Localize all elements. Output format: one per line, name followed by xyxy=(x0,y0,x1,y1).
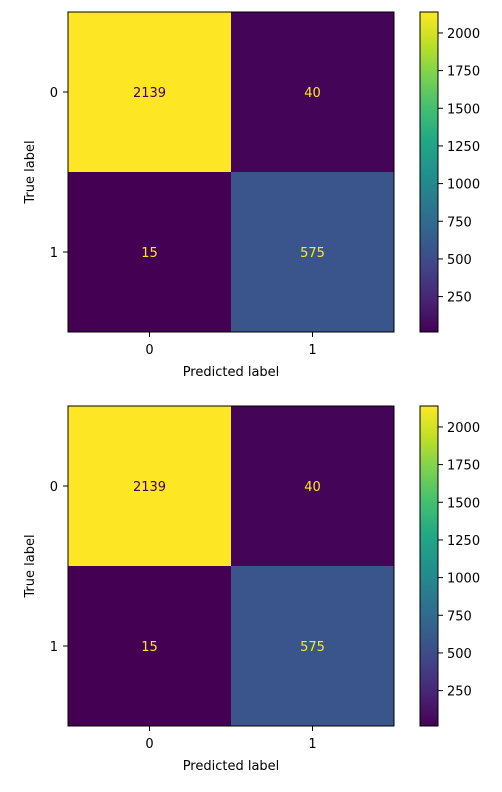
colorbar-tick-label-4: 1250 xyxy=(447,534,480,549)
colorbar-tick-label-4: 1250 xyxy=(447,140,480,155)
x-tick-label-1: 1 xyxy=(308,737,316,752)
colorbar-tick-label-7: 2000 xyxy=(447,421,480,436)
y-tick-label-0: 0 xyxy=(50,480,58,495)
colorbar-tick-label-2: 750 xyxy=(447,215,472,230)
matrix-cell-0-1 xyxy=(231,406,394,566)
matrix-cell-1-0 xyxy=(68,566,231,726)
colorbar-tick-label-5: 1500 xyxy=(447,496,480,511)
cell-value-label-0-0: 2139 xyxy=(133,86,166,101)
cell-value-label-0-1: 40 xyxy=(304,86,321,101)
cell-value-label-1-0: 15 xyxy=(141,246,158,261)
cell-value-label-1-0: 15 xyxy=(141,640,158,655)
colorbar-tick-label-5: 1500 xyxy=(447,102,480,117)
x-tick-label-1: 1 xyxy=(308,343,316,358)
cell-value-label-0-0: 2139 xyxy=(133,480,166,495)
colorbar-tick-label-0: 250 xyxy=(447,685,472,700)
x-tick-label-0: 0 xyxy=(145,737,153,752)
y-tick-label-0: 0 xyxy=(50,86,58,101)
x-axis-label: Predicted label xyxy=(183,759,280,774)
cell-value-label-1-1: 575 xyxy=(300,640,325,655)
y-axis-label: True label xyxy=(23,534,38,598)
colorbar-tick-label-7: 2000 xyxy=(447,27,480,42)
confusion-matrix-2: 2139 40 15 575 0 1 0 1 Predicted label True label… xyxy=(23,405,480,774)
y-tick-label-1: 1 xyxy=(50,640,58,655)
colorbar xyxy=(419,11,439,333)
cell-value-label-0-1: 40 xyxy=(304,480,321,495)
y-tick-label-1: 1 xyxy=(50,246,58,261)
colorbar xyxy=(419,405,439,727)
y-axis-label: True label xyxy=(23,140,38,204)
colorbar-tick-label-2: 750 xyxy=(447,609,472,624)
matrix-cell-1-1 xyxy=(231,566,394,726)
matrix-cell-0-0 xyxy=(68,406,231,566)
colorbar-tick-label-6: 1750 xyxy=(447,459,480,474)
colorbar-tick-label-1: 500 xyxy=(447,647,472,662)
colorbar-tick-label-0: 250 xyxy=(447,291,472,306)
matrix-cell-0-0 xyxy=(68,12,231,172)
matrix-cell-1-0 xyxy=(68,172,231,332)
matrix-cell-0-1 xyxy=(231,12,394,172)
colorbar-tick-label-3: 1000 xyxy=(447,572,480,587)
matrix-frame xyxy=(67,405,395,727)
colorbar-tick-label-3: 1000 xyxy=(447,178,480,193)
colorbar-tick-label-1: 500 xyxy=(447,253,472,268)
x-tick-label-0: 0 xyxy=(145,343,153,358)
cell-value-label-1-1: 575 xyxy=(300,246,325,261)
matrix-frame xyxy=(67,11,395,333)
matrix-cell-1-1 xyxy=(231,172,394,332)
colorbar-tick-label-6: 1750 xyxy=(447,65,480,80)
confusion-matrix-1: 2139 40 15 575 0 1 0 1 Predicted label True label… xyxy=(23,11,480,380)
x-axis-label: Predicted label xyxy=(183,365,280,380)
